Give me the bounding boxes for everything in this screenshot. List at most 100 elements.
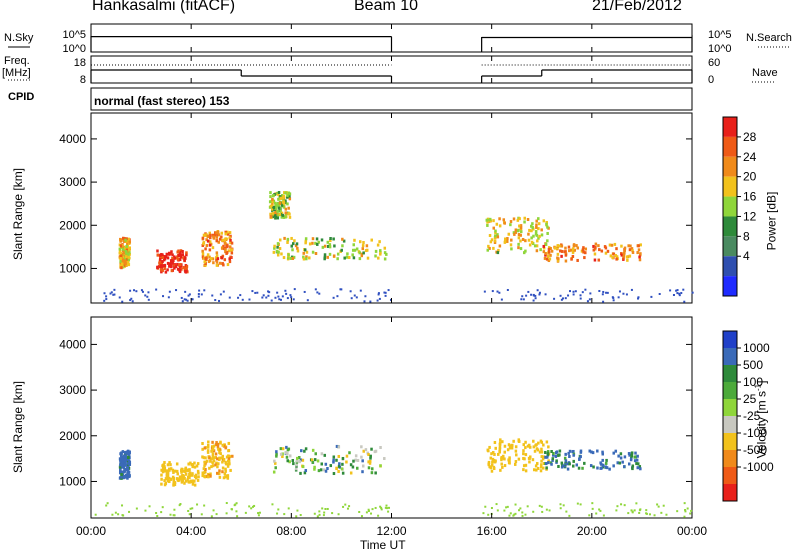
power-heatmap-cell xyxy=(294,244,298,248)
velocity-heatmap-cell xyxy=(167,476,171,480)
power-heatmap-cell xyxy=(379,251,382,255)
velocity-heatmap-cell xyxy=(332,458,335,462)
power-heatmap-cell xyxy=(519,233,522,237)
power-heatmap-cell xyxy=(269,214,273,218)
velocity-heatmap-cell xyxy=(340,467,344,471)
velocity-heatmap-cell xyxy=(514,445,518,449)
velocity-heatmap-cell xyxy=(214,443,218,447)
power-heatmap-cell xyxy=(557,257,560,261)
velocity-heatmap-cell xyxy=(288,460,291,464)
velocity-heatmap-cell xyxy=(345,454,349,458)
power-heatmap-cell xyxy=(287,206,290,210)
power-heatmap-ground-cell xyxy=(113,288,116,291)
power-heatmap-cell xyxy=(287,191,291,195)
velocity-heatmap-ground-cell xyxy=(318,513,321,516)
power-heatmap-cell xyxy=(121,258,125,262)
velocity-heatmap-cell xyxy=(226,464,230,468)
velocity-heatmap-ground-cell xyxy=(235,510,238,513)
velocity-heatmap-cell xyxy=(172,481,175,485)
velocity-heatmap-cell xyxy=(119,468,122,472)
power-heatmap-cell xyxy=(493,239,497,243)
power-heatmap-ground-cell xyxy=(618,290,621,293)
velocity-heatmap-cell xyxy=(166,479,170,483)
power-heatmap-ground-cell xyxy=(147,298,150,301)
power-heatmap-cell xyxy=(227,249,231,253)
power-heatmap-cell xyxy=(220,256,224,260)
velocity-heatmap-ground-cell xyxy=(595,512,598,515)
velocity-heatmap-cell xyxy=(528,443,531,447)
velocity-heatmap-cell xyxy=(623,465,626,469)
power-heatmap-ground-cell xyxy=(155,288,158,291)
power-heatmap-cell xyxy=(496,235,500,239)
velocity-heatmap-cell xyxy=(216,442,220,446)
power-heatmap-cell xyxy=(567,249,571,253)
velocity-heatmap-cell xyxy=(187,462,190,466)
velocity-heatmap-cell xyxy=(572,449,575,453)
velocity-heatmap-cell xyxy=(575,463,579,467)
velocity-heatmap-cell xyxy=(161,465,165,469)
velocity-heatmap-ground-cell xyxy=(521,514,524,517)
power-heatmap-ground-cell xyxy=(606,291,609,294)
power-heatmap-cell xyxy=(156,265,159,269)
velocity-heatmap-cell xyxy=(493,440,497,444)
power-heatmap-cell xyxy=(208,248,212,252)
power-heatmap-cell xyxy=(361,247,365,251)
velocity-heatmap-ground-cell xyxy=(257,514,260,517)
power-heatmap-cell xyxy=(572,243,576,247)
velocity-heatmap-ground-cell xyxy=(620,503,623,506)
power-heatmap-cell xyxy=(126,260,130,264)
freq-tick-left-bottom: 8 xyxy=(80,74,86,86)
velocity-heatmap-cell xyxy=(317,469,321,473)
velocity-heatmap-cell xyxy=(206,445,210,449)
power-heatmap-cell xyxy=(273,201,277,205)
velocity-heatmap-cell xyxy=(373,450,377,454)
power-heatmap-ground-cell xyxy=(534,297,537,300)
velocity-heatmap-cell xyxy=(552,451,555,455)
velocity-heatmap-cell xyxy=(619,456,623,460)
velocity-heatmap-regions xyxy=(94,438,693,518)
velocity-heatmap-cell xyxy=(369,454,372,458)
power-heatmap-cell xyxy=(513,232,516,236)
velocity-heatmap-cell xyxy=(345,460,348,464)
power-heatmap-cell xyxy=(181,253,185,257)
velocity-heatmap-ground-cell xyxy=(653,514,656,517)
velocity-heatmap-ground-cell xyxy=(665,513,668,516)
power-heatmap-cell xyxy=(305,257,308,261)
velocity-heatmap-ground-cell xyxy=(633,509,636,512)
power-heatmap-cell xyxy=(292,242,295,246)
power-heatmap-cell xyxy=(173,266,176,270)
power-heatmap-cell xyxy=(631,249,634,253)
power-heatmap-cell xyxy=(517,242,520,246)
power-heatmap-cell xyxy=(488,234,492,238)
velocity-heatmap-cell xyxy=(160,482,163,486)
xtick-label-0: 00:00 xyxy=(76,524,106,538)
power-heatmap-cell xyxy=(226,263,230,267)
power-heatmap-cell xyxy=(485,218,489,222)
velocity-heatmap-cell xyxy=(555,450,559,454)
power-heatmap-cell xyxy=(358,257,362,261)
velocity-heatmap-cell xyxy=(547,445,550,449)
power-heatmap-cell xyxy=(179,263,182,267)
velocity-heatmap-cell xyxy=(356,458,360,462)
velocity-heatmap-cell xyxy=(222,476,226,480)
xtick-label-3: 12:00 xyxy=(376,524,406,538)
power-heatmap-cell xyxy=(126,242,129,246)
power-heatmap-cell xyxy=(215,239,219,243)
power-colorbar-swatch-4 xyxy=(723,196,737,217)
freq-label: Freq. xyxy=(4,55,30,67)
power-heatmap-cell xyxy=(362,251,365,255)
power-heatmap-cell xyxy=(205,238,208,242)
power-heatmap-cell xyxy=(228,260,232,264)
velocity-heatmap-ground-cell xyxy=(276,512,279,515)
velocity-heatmap-ground-cell xyxy=(187,509,190,512)
power-heatmap-cell xyxy=(216,257,220,261)
power-heatmap-ground-cell xyxy=(332,296,335,299)
velocity-heatmap-cell xyxy=(203,475,207,479)
power-heatmap-cell xyxy=(202,233,206,237)
velocity-heatmap-cell xyxy=(180,475,183,479)
velocity-heatmap-ground-cell xyxy=(277,508,280,511)
power-heatmap-cell xyxy=(290,244,293,248)
velocity-heatmap-cell xyxy=(503,464,507,468)
velocity-heatmap-cell xyxy=(281,455,284,459)
power-heatmap-cell xyxy=(125,244,128,248)
